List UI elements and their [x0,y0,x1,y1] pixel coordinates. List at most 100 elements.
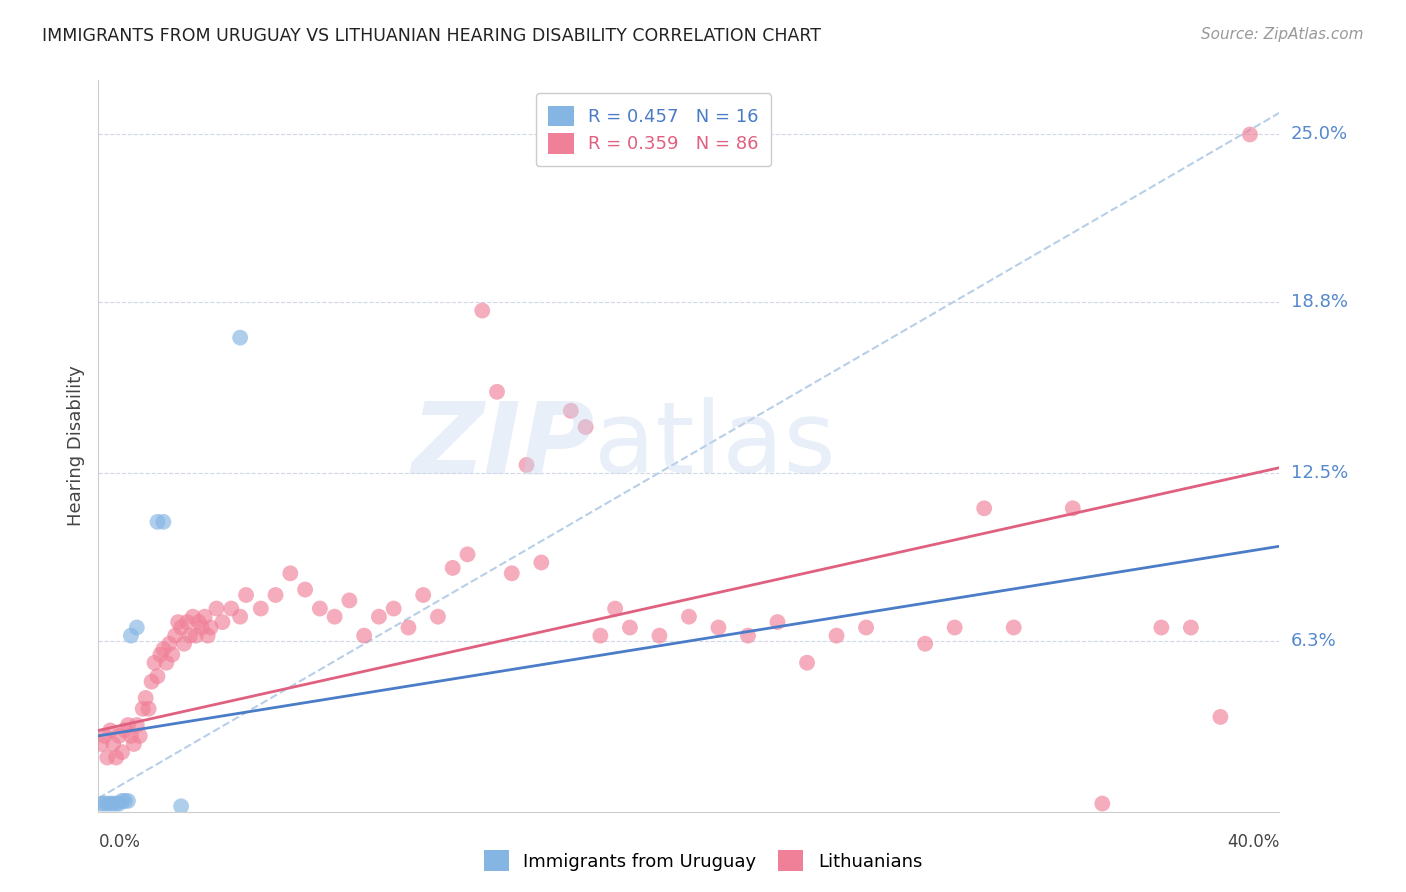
Point [157,637,180,651]
Point [589,629,612,643]
Point [382,601,405,615]
Point [235,588,257,602]
Point [1150,620,1173,634]
Text: 12.5%: 12.5% [1291,464,1348,482]
Point [187,615,209,629]
Point [191,620,214,634]
Point [973,501,995,516]
Point [103,797,125,811]
Point [1180,620,1202,634]
Point [135,690,157,705]
Text: IMMIGRANTS FROM URUGUAY VS LITHUANIAN HEARING DISABILITY CORRELATION CHART: IMMIGRANTS FROM URUGUAY VS LITHUANIAN HE… [42,27,821,45]
Point [1239,128,1261,142]
Point [486,384,509,399]
Point [1062,501,1084,516]
Point [170,620,193,634]
Point [309,601,332,615]
Point [278,566,302,581]
Point [120,729,142,743]
Point [200,620,222,634]
Point [114,794,136,808]
Point [117,718,139,732]
Point [108,729,131,743]
Point [93,729,115,743]
Point [197,629,219,643]
Point [96,750,118,764]
Point [117,794,139,808]
Point [441,561,464,575]
Point [229,331,252,345]
Point [456,547,478,561]
Point [219,601,242,615]
Point [138,702,160,716]
Text: 6.3%: 6.3% [1291,632,1336,650]
Point [471,303,494,318]
Point [501,566,523,581]
Point [1209,710,1232,724]
Point [184,629,207,643]
Point [194,609,217,624]
Point [574,420,596,434]
Point [155,656,177,670]
Point [90,797,112,811]
Point [105,797,128,811]
Point [619,620,641,634]
Point [796,656,818,670]
Point [515,458,537,472]
Point [1091,797,1114,811]
Point [179,629,201,643]
Point [294,582,316,597]
Point [605,601,627,615]
Point [114,723,136,738]
Point [737,629,759,643]
Point [707,620,730,634]
Point [648,629,671,643]
Point [173,637,195,651]
Point [105,750,128,764]
Point [98,797,121,811]
Point [530,556,553,570]
Point [855,620,877,634]
Point [211,615,233,629]
Point [111,745,134,759]
Point [205,601,228,615]
Point [181,609,204,624]
Point [98,723,121,738]
Point [427,609,450,624]
Point [125,718,148,732]
Point [170,799,193,814]
Legend: R = 0.457   N = 16, R = 0.359   N = 86: R = 0.457 N = 16, R = 0.359 N = 86 [536,93,772,166]
Point [132,702,155,716]
Point [943,620,966,634]
Point [353,629,375,643]
Point [96,797,118,811]
Point [103,737,125,751]
Point [108,797,131,811]
Point [250,601,273,615]
Text: 18.8%: 18.8% [1291,293,1347,311]
Point [122,737,145,751]
Point [167,615,190,629]
Legend: Immigrants from Uruguay, Lithuanians: Immigrants from Uruguay, Lithuanians [477,843,929,879]
Point [152,642,174,657]
Point [914,637,936,651]
Text: atlas: atlas [595,398,837,494]
Point [93,797,115,811]
Point [264,588,287,602]
Point [152,515,174,529]
Point [560,404,582,418]
Point [766,615,789,629]
Point [176,615,198,629]
Text: 0.0%: 0.0% [98,833,141,851]
Point [162,648,183,662]
Text: Source: ZipAtlas.com: Source: ZipAtlas.com [1201,27,1364,42]
Point [128,729,150,743]
Text: ZIP: ZIP [412,398,595,494]
Point [146,515,169,529]
Point [1002,620,1025,634]
Point [337,593,360,607]
Point [229,609,252,624]
Point [143,656,166,670]
Point [90,737,112,751]
Point [111,794,134,808]
